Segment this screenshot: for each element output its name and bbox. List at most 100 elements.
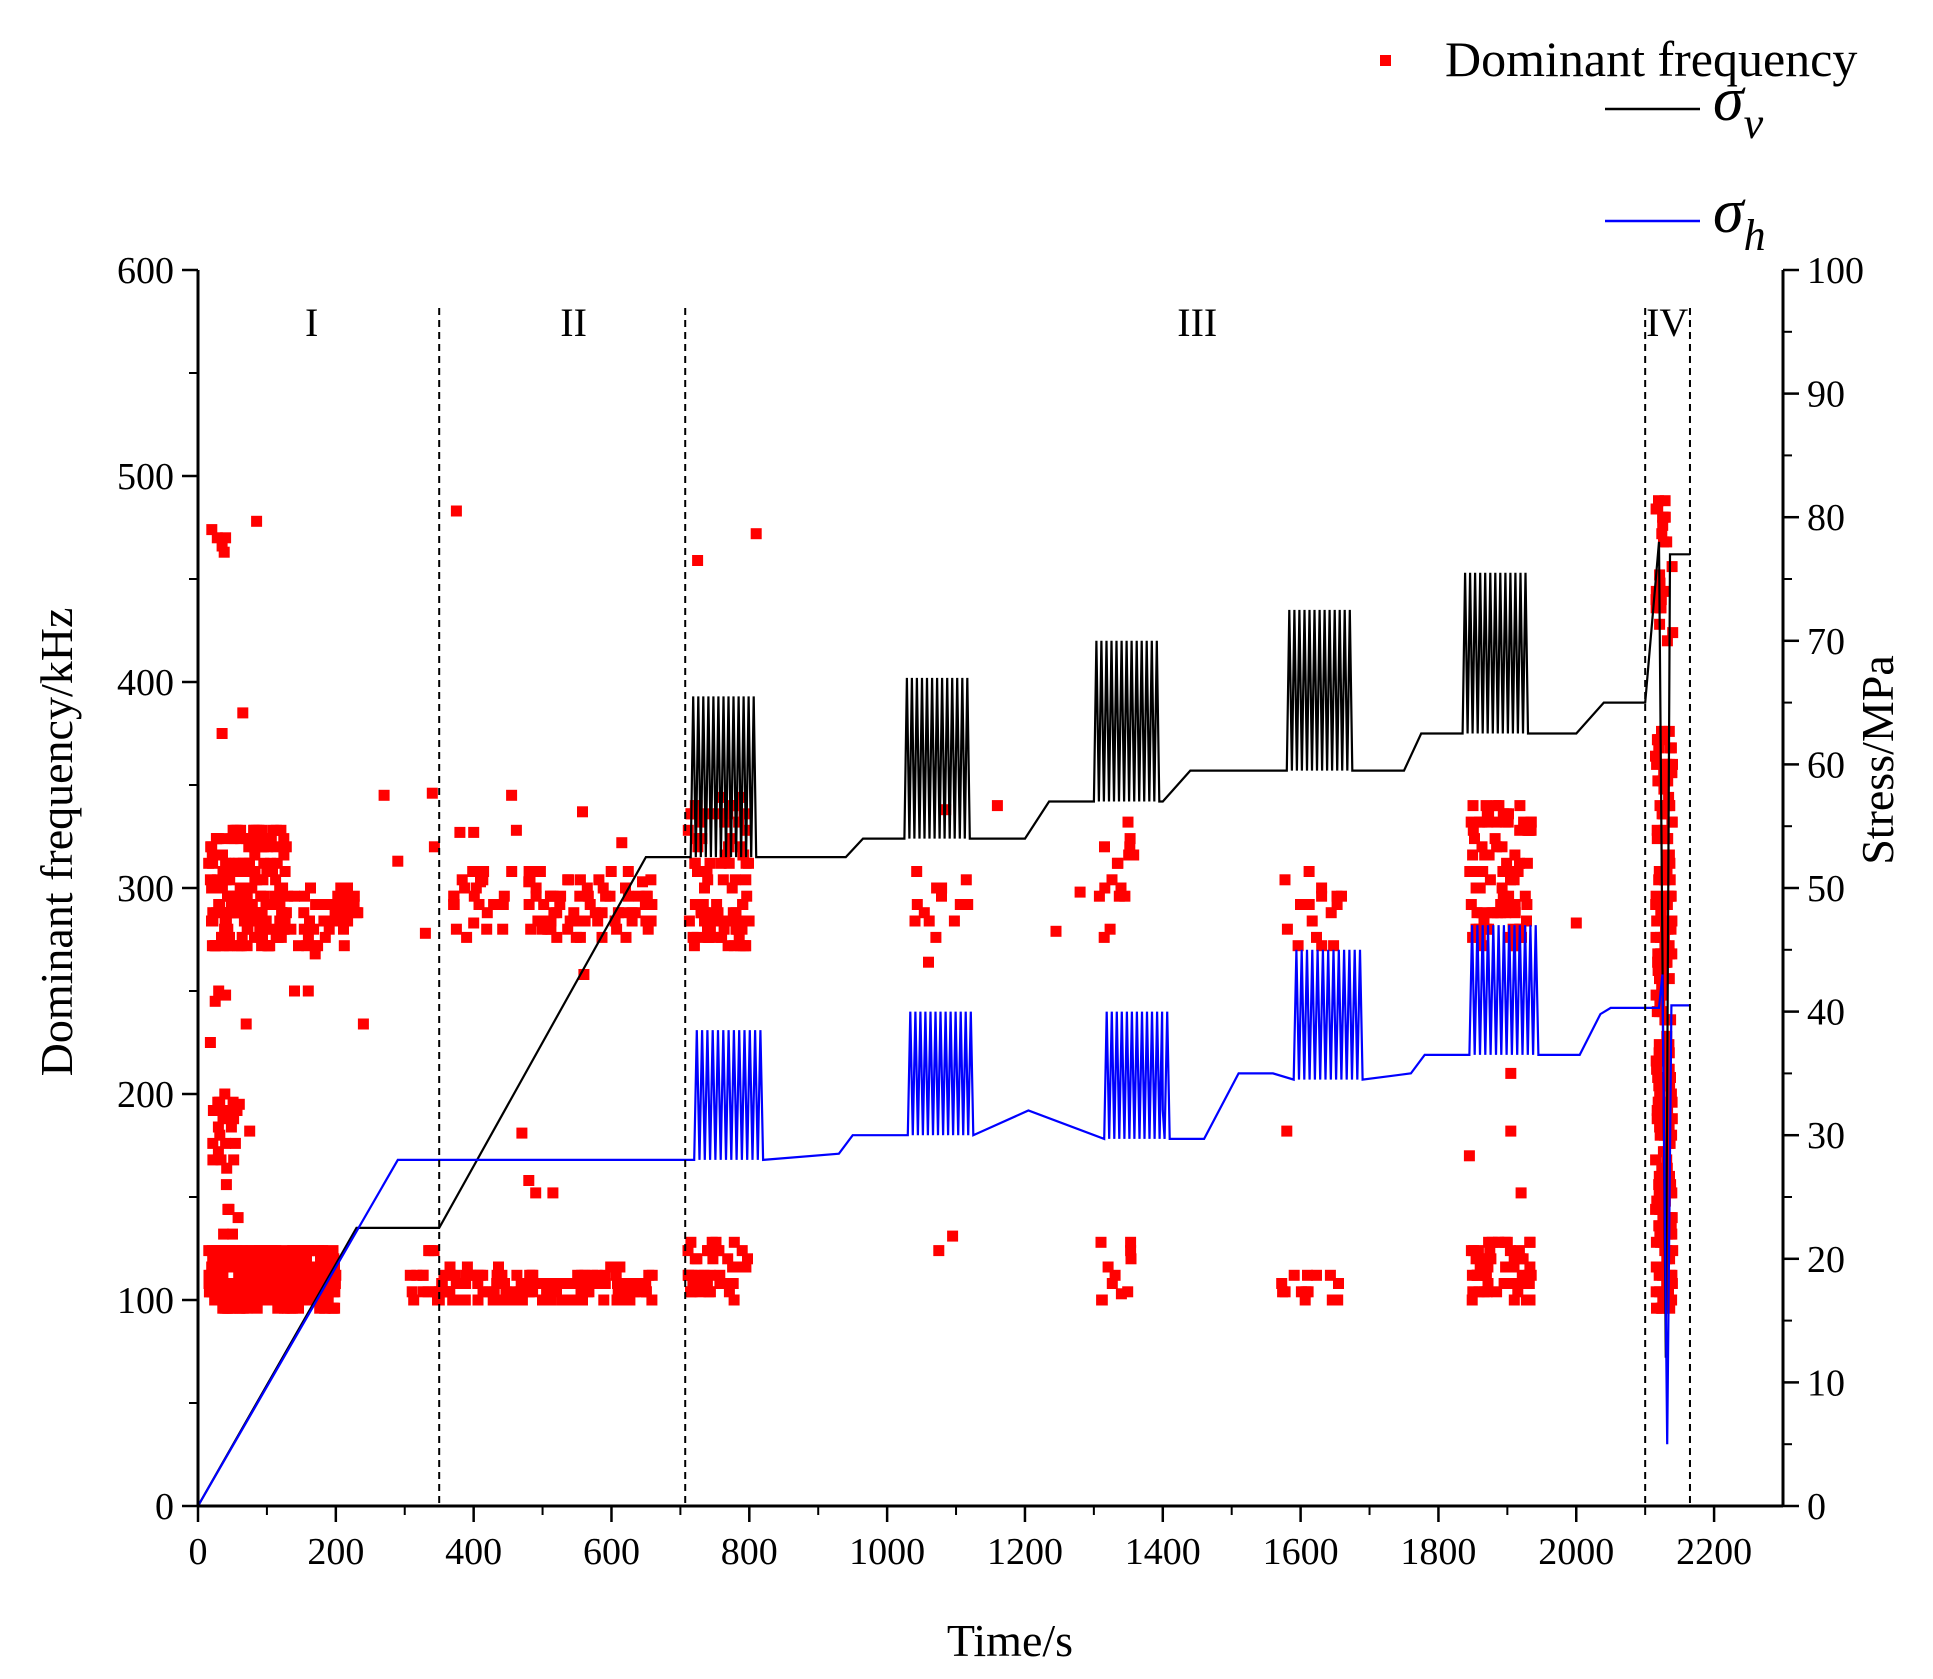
scatter-point [1482,816,1494,828]
scatter-point [692,866,703,877]
scatter-point [277,1294,289,1306]
scatter-point [260,1269,272,1281]
scatter-point [452,1278,464,1289]
scatter-point [584,899,596,910]
scatter-point [233,1098,245,1110]
scatter-point [285,923,297,935]
scatter-point [739,1261,751,1273]
scatter-point [255,1294,267,1306]
scatter-point [270,841,282,853]
scatter-point [310,1269,322,1281]
sigma-v-line [197,541,1690,1507]
scatter-point [704,1286,716,1298]
scatter-point [231,824,243,836]
scatter-point [742,1253,753,1265]
scatter-point [1652,503,1664,515]
scatter-series [203,495,1679,1314]
scatter-point [741,890,753,902]
scatter-point [605,1261,617,1273]
stage-dividers: I II III IV [305,300,1691,1506]
scatter-point [727,907,739,919]
scatter-point [213,882,225,894]
scatter-point [1474,931,1486,943]
scatter-point [278,849,290,861]
scatter-point [1652,1072,1664,1083]
scatter-point [702,874,714,886]
scatter-point [258,833,270,845]
scatter-point [721,915,733,927]
scatter-point [1512,866,1524,877]
scatter-point [729,874,741,886]
scatter-point [337,915,349,927]
scatter-point [245,1261,257,1273]
scatter-point [469,866,480,877]
scatter-point [481,923,493,935]
scatter-point [450,505,462,517]
scatter-point [611,923,623,935]
scatter-point [685,1236,697,1248]
scatter-point [243,833,255,845]
scatter-point [527,1286,539,1298]
scatter-point [722,1253,734,1265]
scatter-point [231,907,243,919]
scatter-point [227,1096,239,1108]
scatter-point [1102,1261,1114,1273]
scatter-point [326,915,338,927]
scatter-point [216,540,228,552]
scatter-point [231,1105,243,1116]
scatter-point [496,1269,508,1281]
scatter-point [270,1261,282,1273]
scatter-point [1661,849,1672,861]
scatter-point [261,866,273,877]
scatter-point [1522,824,1534,836]
scatter-point [289,985,300,997]
scatter-point [515,1278,527,1289]
scatter-point [278,833,290,845]
scatter-point [1514,824,1526,836]
scatter-point [267,899,279,910]
scatter-point [577,806,588,818]
scatter-point [732,915,744,927]
scatter-point [646,1294,658,1306]
scatter-point [237,1261,249,1273]
scatter-point [1484,874,1496,886]
scatter-point [327,1245,339,1257]
scatter-point [243,857,255,869]
scatter-point [444,1261,456,1273]
scatter-point [682,1269,694,1281]
scatter-point [1122,816,1134,828]
scatter-point [271,1278,283,1289]
scatter-point [1667,627,1679,639]
x-tick-label: 1000 [849,1531,925,1573]
scatter-point [459,882,471,894]
scatter-point [1655,907,1667,919]
scatter-point [468,917,480,929]
scatter-point [298,907,310,919]
scatter-point [339,890,351,902]
scatter-point [216,728,228,739]
plot-area [197,495,1690,1507]
scatter-point [543,923,555,935]
scatter-point [243,841,255,853]
x-axis-title: Time/s [947,1615,1073,1666]
scatter-point [1521,915,1532,927]
scatter-point [285,1269,297,1281]
scatter-point [1125,1245,1137,1257]
scatter-point [530,1187,542,1199]
scatter-point [225,1121,237,1133]
scatter-point [256,915,268,927]
scatter-point [313,1245,325,1257]
scatter-point [211,940,223,952]
scatter-point [1471,1269,1483,1281]
scatter-point [253,1269,265,1281]
scatter-point [207,1154,219,1166]
scatter-point [207,1105,219,1116]
scatter-point [287,1245,299,1257]
scatter-point [612,1286,624,1298]
scatter-point [1659,956,1671,968]
scatter-point [1519,890,1531,902]
scatter-point [714,915,726,927]
scatter-point [220,915,231,927]
scatter-point [274,1286,286,1298]
